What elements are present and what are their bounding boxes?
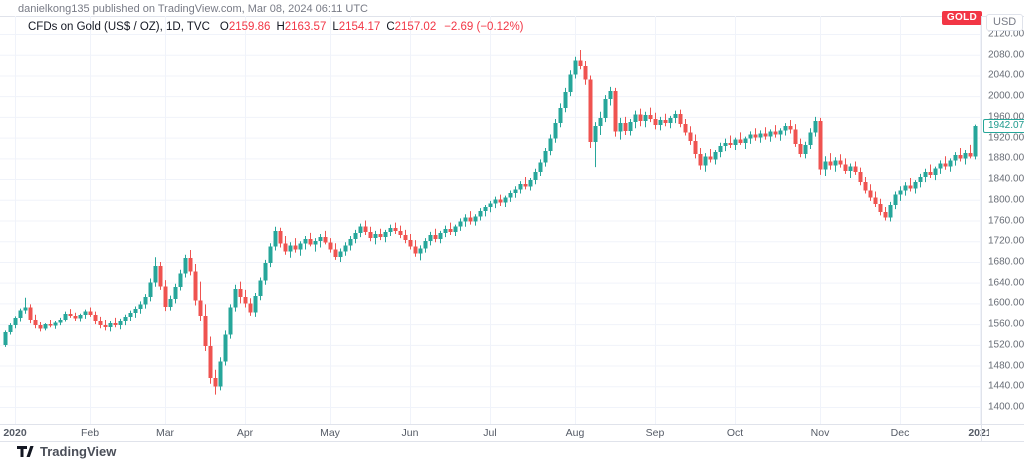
last-price-label: 1942.07 [983, 119, 1024, 134]
time-tick-label: Aug [565, 427, 585, 439]
time-tick-label: May [320, 427, 340, 439]
tradingview-logo-icon[interactable] [17, 446, 34, 457]
time-tick-label: Sep [645, 427, 665, 439]
time-tick-label: 2020 [3, 427, 27, 439]
high-label: H [276, 21, 285, 33]
attribution-text: danielkong135 published on TradingView.c… [18, 3, 368, 15]
price-tick-label: 1600.00 [988, 297, 1024, 309]
time-tick-label: Jun [401, 427, 419, 439]
price-tick-label: 1640.00 [988, 277, 1024, 289]
change-value: −2.69 (−0.12%) [444, 21, 524, 33]
price-tick-label: 2040.00 [988, 69, 1024, 81]
time-tick-label: Jul [483, 427, 497, 439]
time-axis-separator [0, 424, 1024, 425]
low-value: 2154.17 [338, 21, 381, 33]
price-tick-label: 2080.00 [988, 49, 1024, 61]
price-tick-label: 1720.00 [988, 235, 1024, 247]
price-tick-label: 2000.00 [988, 90, 1024, 102]
time-tick-label: Nov [810, 427, 830, 439]
price-tick-label: 1440.00 [988, 380, 1024, 392]
symbol-title: CFDs on Gold (US$ / OZ), 1D, TVC [28, 21, 210, 33]
chart-frame-bottom-border [0, 441, 1024, 442]
chart-legend[interactable]: CFDs on Gold (US$ / OZ), 1D, TVC O2159.86… [28, 21, 524, 33]
price-tick-label: 1840.00 [988, 173, 1024, 185]
time-tick-label: Oct [726, 427, 744, 439]
price-tick-label: 2120.00 [988, 28, 1024, 40]
price-tick-label: 1880.00 [988, 152, 1024, 164]
close-value: 2157.02 [394, 21, 437, 33]
symbol-badge[interactable]: GOLD [941, 11, 982, 25]
price-tick-label: 1680.00 [988, 256, 1024, 268]
price-tick-label: 1480.00 [988, 360, 1024, 372]
price-tick-label: 1960.00 [988, 111, 1024, 123]
low-label: L [332, 21, 339, 33]
price-tick-label: 1920.00 [988, 132, 1024, 144]
price-tick-label: 1520.00 [988, 339, 1024, 351]
time-tick-label: Apr [236, 427, 254, 439]
price-tick-label: 1560.00 [988, 318, 1024, 330]
footer: TradingView [17, 444, 116, 459]
price-axis[interactable]: 2120.00 2080.00 2040.00 2000.00 1960.00 1920.… [982, 16, 1024, 424]
time-tick-label: 2021 [968, 427, 989, 439]
price-tick-label: 1800.00 [988, 194, 1024, 206]
open-label: O [219, 21, 229, 33]
chart-frame-top-border [0, 16, 1024, 17]
price-tick-label: 1400.00 [988, 401, 1024, 413]
high-value: 2163.57 [284, 21, 327, 33]
candlestick-chart[interactable] [0, 16, 981, 424]
tradingview-brand-text[interactable]: TradingView [40, 444, 117, 459]
time-tick-label: Dec [890, 427, 910, 439]
close-label: C [386, 21, 395, 33]
time-tick-label: Mar [155, 427, 175, 439]
open-value: 2159.86 [228, 21, 271, 33]
currency-unit-button[interactable]: USD [986, 14, 1024, 31]
price-axis-separator [981, 16, 982, 441]
time-tick-label: Feb [80, 427, 100, 439]
price-tick-label: 1760.00 [988, 215, 1024, 226]
time-axis[interactable]: 2020 Feb Mar Apr May Jun Jul Aug Sep Oct Nov Dec 202… [0, 424, 989, 441]
